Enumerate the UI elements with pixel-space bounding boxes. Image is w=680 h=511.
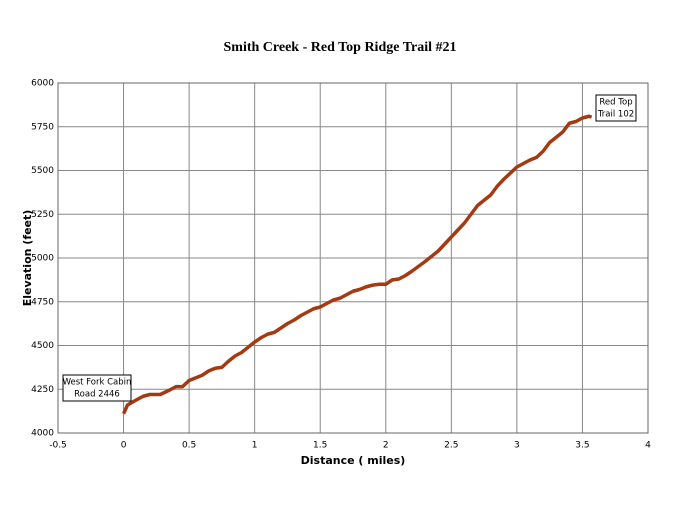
- x-tick-label: 1: [252, 441, 258, 451]
- y-tick-label: 4000: [31, 429, 54, 439]
- x-tick-label: 1.5: [313, 441, 327, 451]
- y-tick-label: 5500: [31, 166, 54, 176]
- annotation: Red Top: [599, 98, 632, 108]
- annotation: Road 2446: [74, 390, 120, 400]
- y-tick-label: 6000: [31, 79, 54, 89]
- x-tick-label: -0.5: [49, 441, 67, 451]
- chart-title: Smith Creek - Red Top Ridge Trail #21: [224, 40, 457, 55]
- annotation-box: [62, 374, 132, 402]
- y-tick-label: 4250: [31, 385, 54, 395]
- x-tick-label: 2: [383, 441, 389, 451]
- line: [121, 114, 593, 415]
- x-axis-label: Distance ( miles): [301, 454, 406, 467]
- y-tick-label: 5250: [31, 210, 54, 220]
- y-tick-label: 4500: [31, 341, 54, 351]
- y-axis-label: Elevation (feet): [21, 210, 34, 307]
- x-tick-label: 3.5: [575, 441, 589, 451]
- plot-frame: [57, 82, 649, 434]
- y-tick-label: 5750: [31, 122, 54, 132]
- annotation: Trail 102: [597, 110, 634, 120]
- annotation-box: [595, 94, 637, 122]
- x-tick-label: 0.5: [182, 441, 196, 451]
- x-tick-label: 0: [121, 441, 127, 451]
- y-tick-label: 4750: [31, 297, 54, 307]
- x-tick-label: 4: [645, 441, 651, 451]
- x-tick-label: 2.5: [444, 441, 458, 451]
- x-tick-label: 3: [514, 441, 520, 451]
- y-tick-label: 5000: [31, 254, 54, 264]
- annotation: West Fork Cabin: [63, 378, 132, 388]
